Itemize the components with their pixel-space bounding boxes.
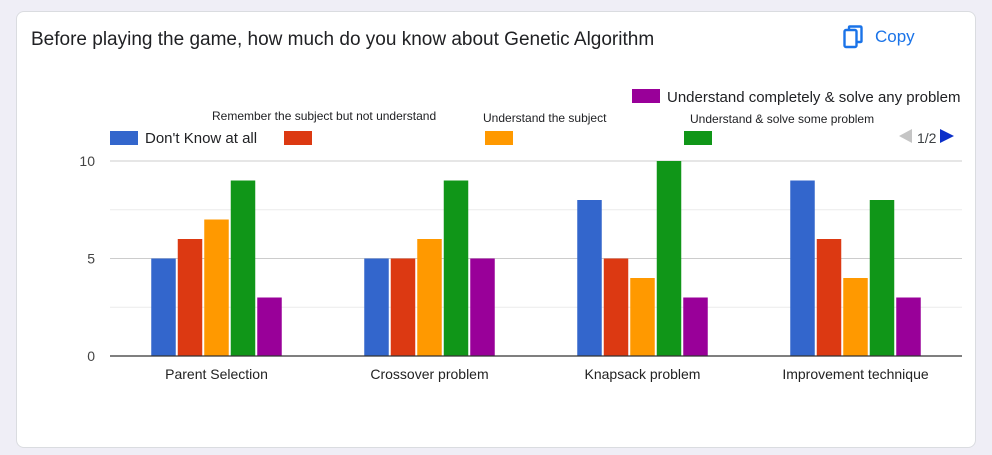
pager-text: 1/2 (917, 129, 937, 146)
bar (151, 258, 176, 356)
legend-label-understand-completely: Understand completely & solve any proble… (667, 89, 961, 106)
bar (896, 297, 921, 356)
y-tick-label: 5 (87, 251, 95, 267)
bar (656, 161, 682, 356)
legend-swatch-understand-subject (485, 131, 513, 145)
copy-label: Copy (875, 27, 915, 46)
bar (470, 258, 495, 356)
y-tick-label: 10 (79, 153, 95, 169)
x-tick-label: Improvement technique (782, 366, 929, 382)
bar (577, 200, 602, 356)
bar (683, 297, 708, 356)
legend-pager: 1/2 (899, 129, 955, 146)
right-triangle-icon[interactable] (940, 129, 955, 146)
bar (257, 297, 282, 356)
bar (869, 200, 895, 356)
bar (390, 258, 416, 356)
bar (230, 180, 256, 356)
y-tick-label: 0 (87, 348, 95, 364)
bar (843, 278, 868, 356)
bar (364, 258, 389, 356)
legend-swatch-dont-know (110, 131, 138, 145)
legend-swatch-understand-solve-some (684, 131, 712, 145)
legend-label-understand-solve-some: Understand & solve some problem (690, 112, 875, 126)
left-triangle-icon[interactable] (899, 129, 913, 146)
bar (630, 278, 655, 356)
x-tick-label: Knapsack problem (585, 366, 701, 382)
bar (790, 180, 815, 356)
bar (443, 180, 469, 356)
bar (204, 219, 229, 356)
bar (816, 239, 842, 356)
legend-label-understand-subject: Understand the subject (483, 111, 607, 125)
x-tick-label: Parent Selection (165, 366, 268, 382)
legend-label-remember-subject: Remember the subject but not understand (212, 109, 437, 123)
chart-card (16, 11, 976, 448)
copy-button[interactable]: Copy (843, 25, 915, 49)
legend-swatch-understand-completely (632, 89, 660, 103)
copy-icon (843, 25, 863, 49)
bar (603, 258, 629, 356)
bar (417, 239, 442, 356)
x-tick-label: Crossover problem (370, 366, 488, 382)
chart-title: Before playing the game, how much do you… (31, 29, 655, 50)
bar (177, 239, 203, 356)
legend-swatch-remember-subject (284, 131, 312, 145)
legend-label-dont-know: Don't Know at all (145, 130, 258, 147)
